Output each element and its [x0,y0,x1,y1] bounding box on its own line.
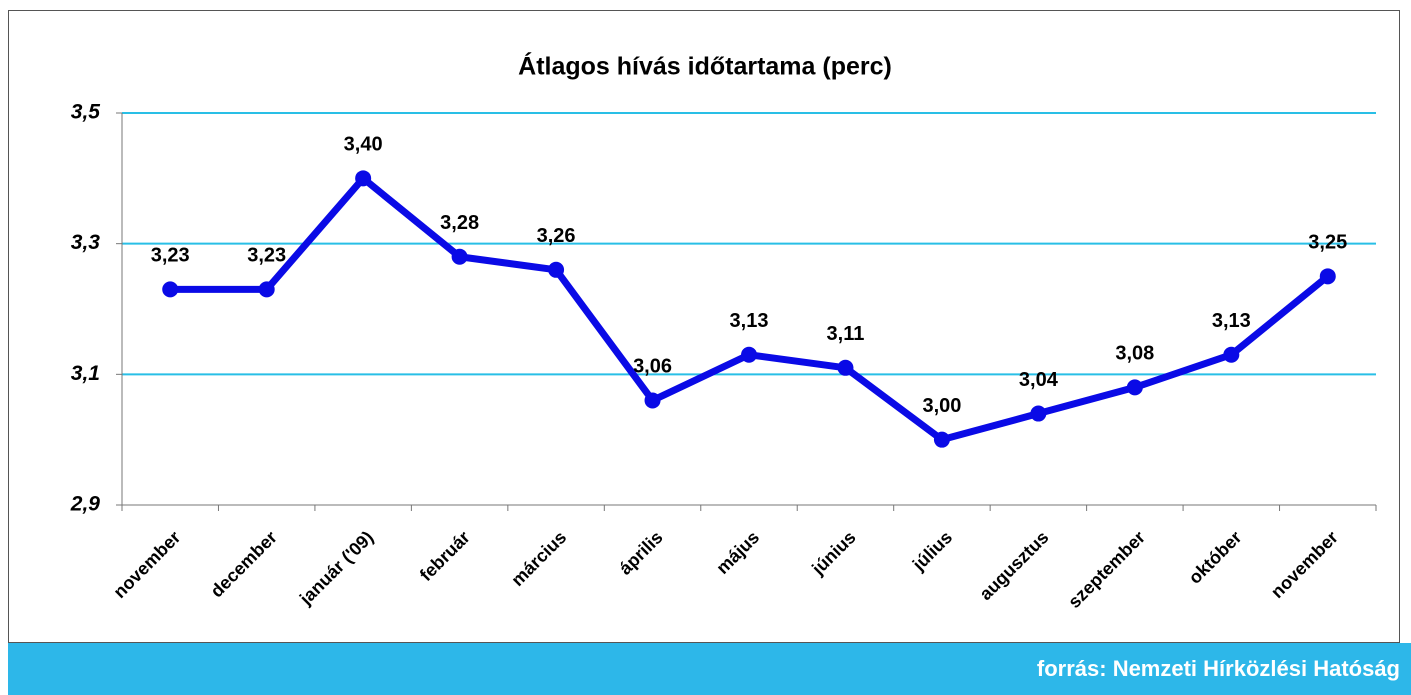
data-point [933,431,950,448]
data-point [162,281,179,298]
footer-band [8,643,1411,695]
data-label: 3,23 [247,245,286,267]
data-label: 3,13 [1212,310,1251,332]
data-label: 3,25 [1308,232,1347,254]
source-note: forrás: Nemzeti Hírközlési Hatóság [1037,656,1400,681]
data-point [1126,379,1143,396]
data-point [741,346,757,363]
data-label: 3,28 [440,212,479,234]
data-label: 3,08 [1115,343,1154,365]
y-tick-label: 3,1 [71,362,100,385]
data-label: 3,13 [730,310,769,332]
chart-title: Átlagos hívás időtartama (perc) [518,52,892,81]
data-label: 3,26 [537,225,576,247]
data-label: 3,40 [344,134,383,156]
data-point [258,281,275,298]
chart-frame [8,10,1400,643]
data-point [548,261,565,278]
data-label: 3,11 [827,323,865,345]
y-tick-label: 2,9 [70,493,101,516]
data-label: 3,06 [633,356,672,378]
data-point [1319,268,1336,285]
data-label: 3,23 [151,245,190,267]
y-tick-label: 3,3 [71,231,101,254]
data-point [1223,346,1240,363]
data-point [451,248,468,265]
data-point [837,359,854,376]
data-point [1030,405,1047,422]
data-point [644,392,661,409]
data-label: 3,00 [922,395,961,417]
data-point [355,170,372,187]
y-tick-label: 3,5 [71,101,101,124]
data-label: 3,04 [1019,369,1059,391]
